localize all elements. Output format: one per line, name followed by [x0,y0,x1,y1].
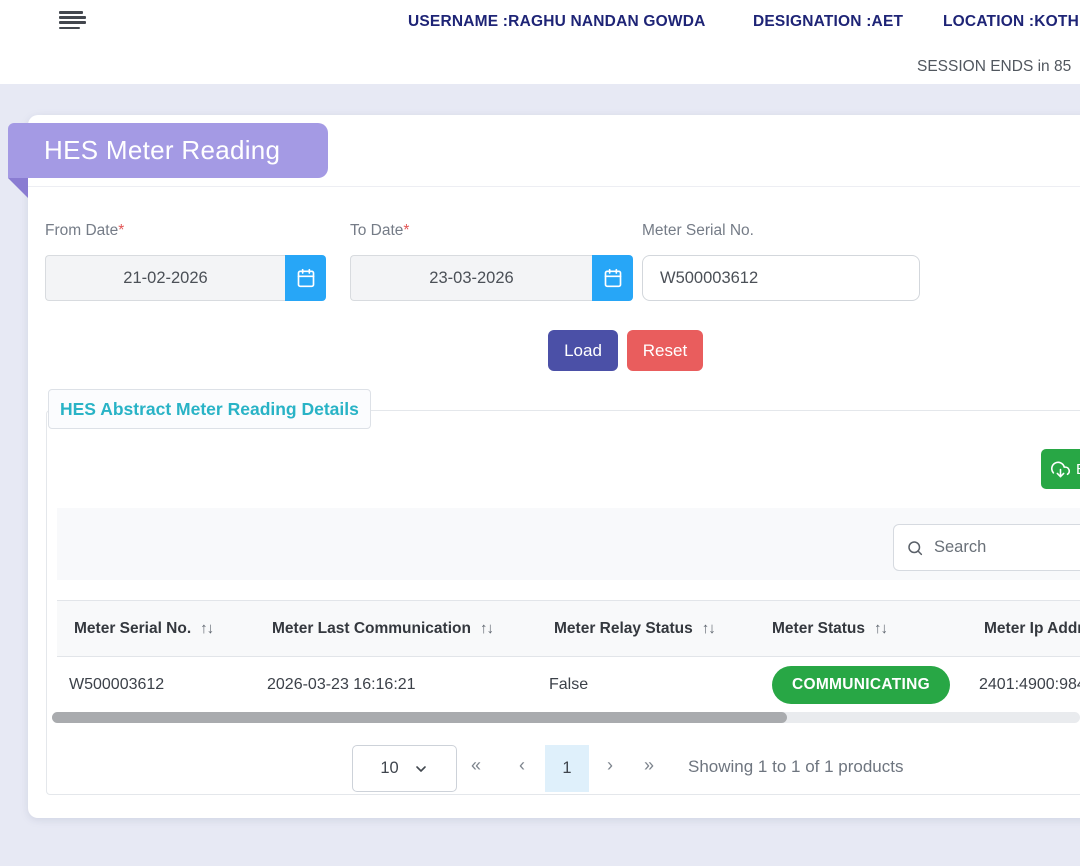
load-button[interactable]: Load [548,330,618,371]
horizontal-scrollbar-thumb[interactable] [52,712,787,723]
export-button[interactable]: Export [1041,449,1080,489]
to-date-label: To Date* [350,222,410,239]
to-date-input[interactable]: 23-03-2026 [350,255,592,301]
search-box[interactable] [893,524,1080,571]
pagination-page-1[interactable]: 1 [545,745,589,792]
calendar-icon [296,268,316,288]
to-date-group: 23-03-2026 [350,255,633,301]
hamburger-menu-icon[interactable] [59,11,87,31]
sort-icon[interactable]: ↑↓ [479,619,494,637]
cell-meter-serial: W500003612 [69,675,165,693]
sort-icon[interactable]: ↑↓ [874,619,888,637]
horizontal-scrollbar[interactable] [52,712,1080,723]
column-header-meter-serial[interactable]: Meter Serial No. ↑↓ [57,600,255,657]
pagination-summary: Showing 1 to 1 of 1 products [688,757,904,776]
page-title-ribbon: HES Meter Reading [8,123,328,178]
cell-meter-status: COMMUNICATING [755,657,967,713]
header-designation: DESIGNATION :AET [753,13,904,30]
required-asterisk: * [118,222,125,239]
cloud-download-icon [1051,460,1070,479]
cell-last-communication: 2026-03-23 16:16:21 [267,675,416,693]
meter-serial-input[interactable]: W500003612 [642,255,920,301]
pagination-first-button[interactable]: « [471,755,482,775]
session-countdown: SESSION ENDS in 85 [917,58,1072,75]
from-date-group: 21-02-2026 [45,255,326,301]
column-header-last-communication[interactable]: Meter Last Communication ↑↓ [255,600,537,657]
page-size-select[interactable]: 10 [352,745,457,792]
from-date-label: From Date* [45,222,125,239]
column-header-relay-status[interactable]: Meter Relay Status ↑↓ [537,600,755,657]
search-input[interactable] [934,538,1064,557]
reset-button[interactable]: Reset [627,330,703,371]
meter-reading-table: Meter Serial No. ↑↓ Meter Last Communicat… [57,600,1080,713]
table-header-row: Meter Serial No. ↑↓ Meter Last Communicat… [57,600,1080,657]
details-legend: HES Abstract Meter Reading Details [48,389,371,429]
header-location: LOCATION :KOTH [943,13,1079,30]
pagination-last-button[interactable]: » [644,755,655,775]
from-date-input[interactable]: 21-02-2026 [45,255,285,301]
top-bar: USERNAME :RAGHU NANDAN GOWDA DESIGNATION… [0,0,1080,84]
pagination-next-button[interactable]: › [607,755,613,775]
page-title: HES Meter Reading [44,135,281,165]
required-asterisk: * [403,222,410,239]
to-date-calendar-button[interactable] [592,255,633,301]
meter-serial-label: Meter Serial No. [642,222,754,239]
search-icon [906,539,924,557]
sort-icon[interactable]: ↑↓ [701,619,716,637]
calendar-icon [603,268,623,288]
export-button-label: Export [1076,461,1080,478]
from-date-calendar-button[interactable] [285,255,326,301]
page-size-value: 10 [380,759,399,777]
details-fieldset [46,410,1080,795]
title-divider [28,186,1080,187]
column-header-meter-ip[interactable]: Meter Ip Address [967,600,1080,657]
status-badge: COMMUNICATING [772,665,950,704]
sort-icon[interactable]: ↑↓ [200,619,214,637]
cell-meter-ip: 2401:4900:984 [979,675,1080,693]
column-header-meter-status[interactable]: Meter Status ↑↓ [755,600,967,657]
header-username: USERNAME :RAGHU NANDAN GOWDA [408,13,706,30]
table-row: W500003612 2026-03-23 16:16:21 False COM… [57,656,1080,713]
pagination-prev-button[interactable]: ‹ [519,755,525,775]
ribbon-fold [8,178,28,198]
chevron-down-icon [413,761,429,777]
cell-relay-status: False [549,675,589,693]
